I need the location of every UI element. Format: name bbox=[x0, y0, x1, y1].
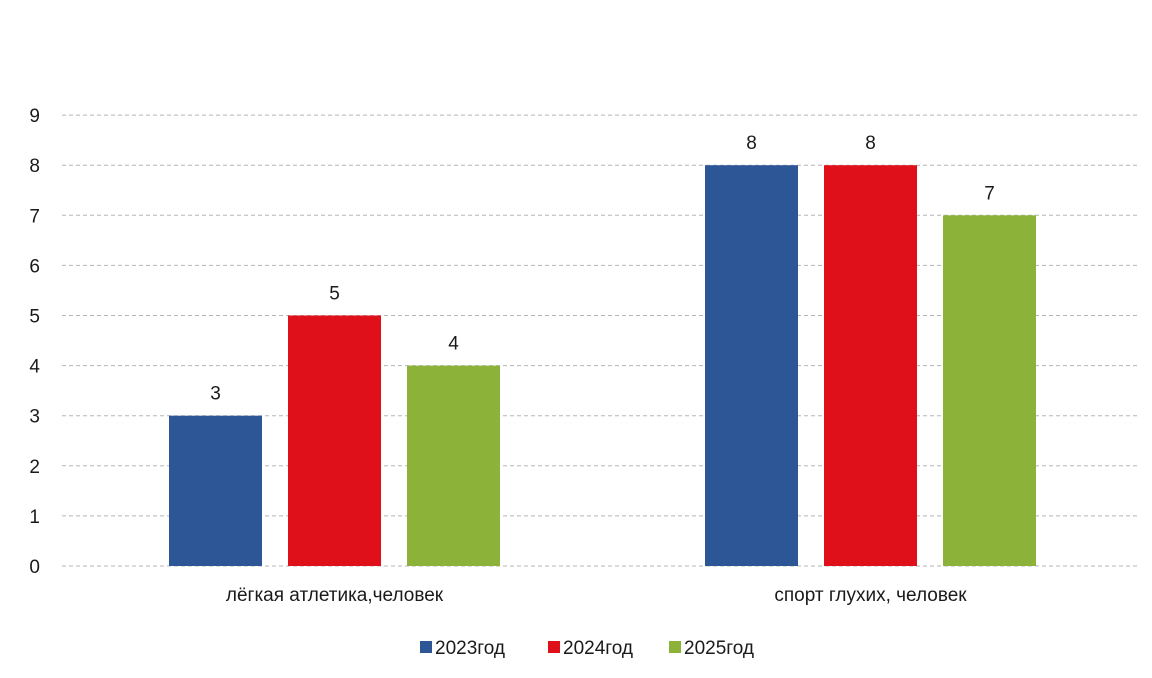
x-axis-categories: лёгкая атлетика,человек спорт глухих, чел… bbox=[226, 585, 967, 606]
bar bbox=[705, 165, 798, 566]
y-tick-label: 5 bbox=[29, 307, 40, 328]
data-label: 3 bbox=[210, 384, 221, 405]
data-label: 8 bbox=[746, 133, 757, 154]
legend-item: 2025год bbox=[669, 638, 754, 659]
y-tick-label: 9 bbox=[29, 106, 40, 127]
bar bbox=[824, 165, 917, 566]
bar bbox=[288, 315, 381, 566]
legend-label: 2025год bbox=[684, 638, 754, 659]
legend-item: 2023год bbox=[420, 638, 505, 659]
data-label: 7 bbox=[984, 183, 995, 204]
y-tick-label: 3 bbox=[29, 407, 40, 428]
data-label: 4 bbox=[448, 334, 459, 355]
legend-swatch bbox=[420, 641, 432, 653]
y-tick-label: 0 bbox=[29, 557, 40, 578]
y-tick-label: 7 bbox=[29, 206, 40, 227]
y-axis-ticks: 0 1 2 3 4 5 6 7 8 9 bbox=[29, 106, 40, 578]
data-label: 5 bbox=[329, 284, 340, 305]
bars bbox=[169, 165, 1036, 567]
y-tick-label: 1 bbox=[29, 507, 40, 528]
legend-item: 2024год bbox=[548, 638, 633, 659]
bar bbox=[169, 415, 262, 566]
y-tick-label: 2 bbox=[29, 457, 40, 478]
data-label: 8 bbox=[865, 133, 876, 154]
y-tick-label: 8 bbox=[29, 156, 40, 177]
bar bbox=[407, 365, 500, 566]
category-label: спорт глухих, человек bbox=[774, 585, 967, 606]
y-tick-label: 6 bbox=[29, 256, 40, 277]
bar bbox=[943, 215, 1036, 567]
legend-swatch bbox=[548, 641, 560, 653]
legend-label: 2024год bbox=[563, 638, 633, 659]
legend-swatch bbox=[669, 641, 681, 653]
y-tick-label: 4 bbox=[29, 357, 40, 378]
legend-label: 2023год bbox=[435, 638, 505, 659]
legend: 2023год 2024год 2025год bbox=[420, 638, 754, 659]
category-label: лёгкая атлетика,человек bbox=[226, 585, 444, 606]
data-labels: 3 5 4 8 8 7 bbox=[210, 133, 995, 405]
